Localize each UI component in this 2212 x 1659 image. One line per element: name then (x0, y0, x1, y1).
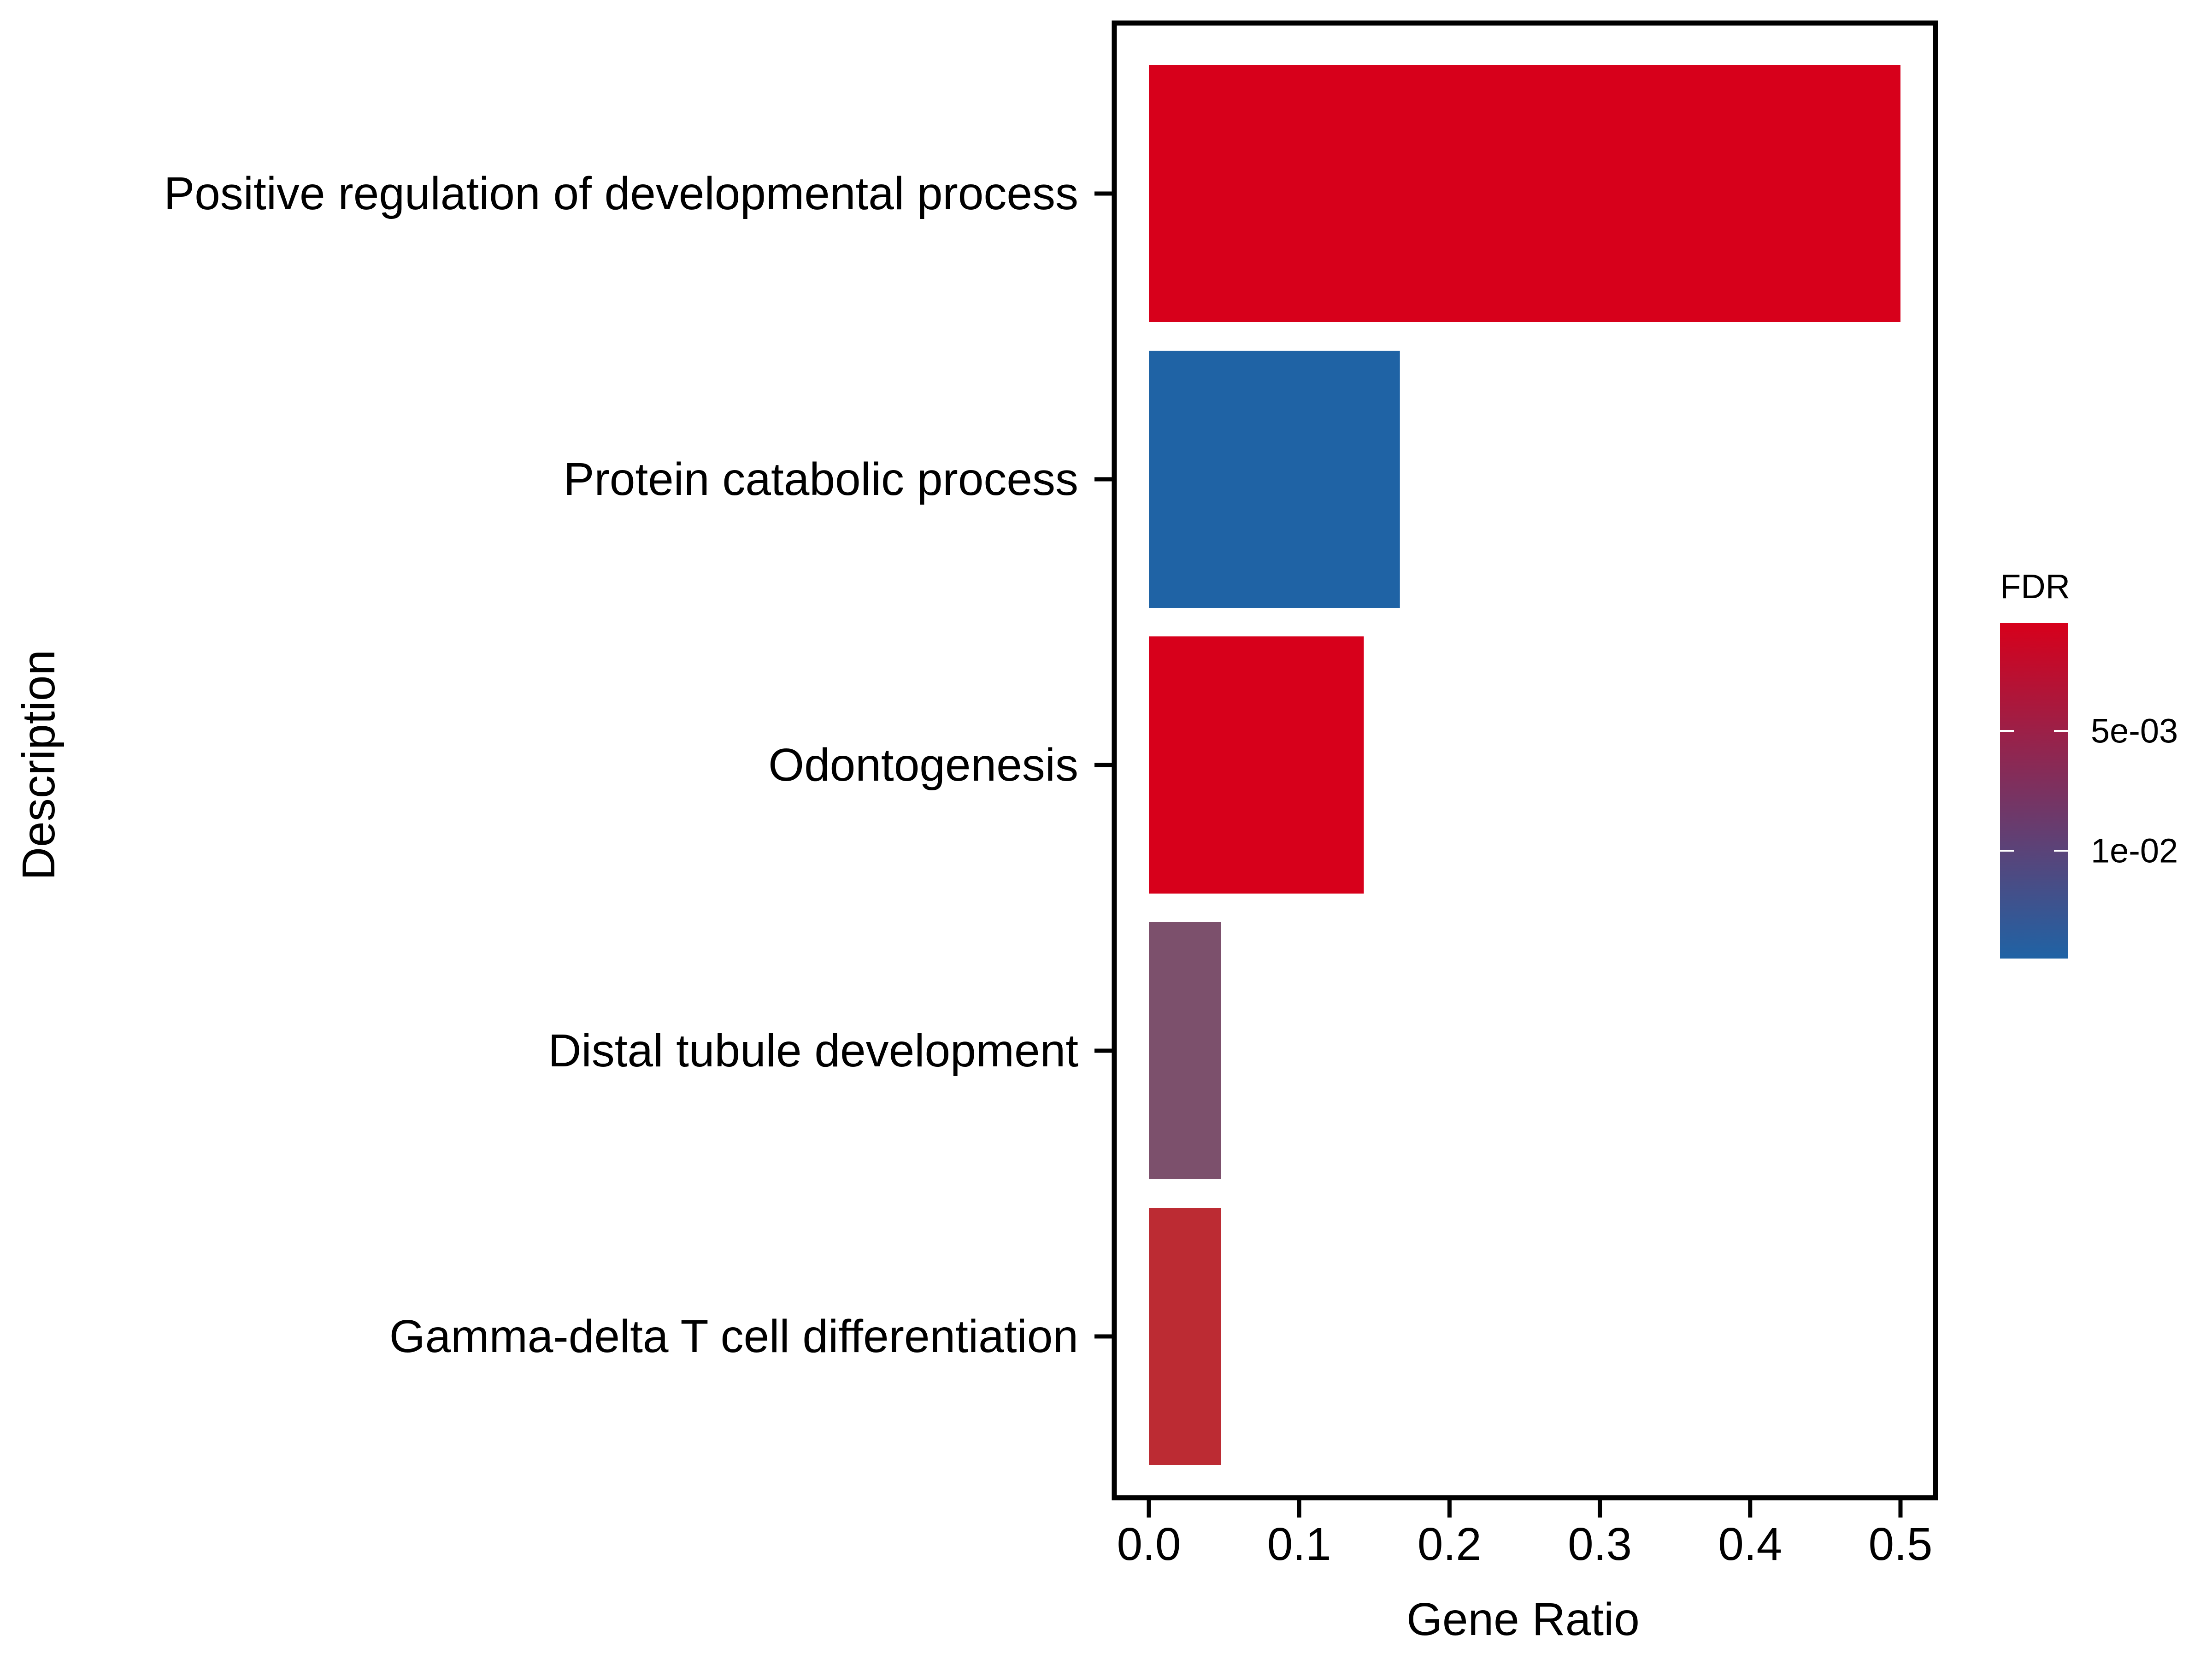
y-tick-label: Odontogenesis (768, 739, 1078, 791)
plot-panel-border (1112, 20, 1938, 1500)
y-tick-label: Distal tubule development (548, 1025, 1078, 1077)
x-tick-label: 0.0 (1117, 1518, 1181, 1570)
legend-colorbar (2000, 623, 2068, 959)
x-tick-label: 0.4 (1718, 1518, 1782, 1570)
x-axis: 0.0 0.1 0.2 0.3 0.4 0.5 (1117, 1500, 1933, 1570)
x-tick-label: 0.2 (1418, 1518, 1482, 1570)
legend-ticks: 5e-03 1e-02 (2000, 712, 2178, 870)
y-axis: Positive regulation of developmental pro… (164, 168, 1112, 1362)
bar (1149, 636, 1364, 894)
bar (1149, 922, 1221, 1179)
x-tick-label: 0.3 (1568, 1518, 1632, 1570)
fdr-legend: FDR 5e-03 1e-02 (2000, 567, 2178, 959)
x-tick-label: 0.5 (1868, 1518, 1932, 1570)
legend-title: FDR (2000, 567, 2070, 606)
y-tick-label: Positive regulation of developmental pro… (164, 168, 1078, 219)
bar (1149, 1208, 1221, 1465)
bar (1149, 65, 1900, 322)
y-tick-label: Protein catabolic process (564, 453, 1078, 505)
x-tick-label: 0.1 (1267, 1518, 1331, 1570)
legend-tick-label: 5e-03 (2091, 712, 2178, 750)
y-axis-title: Description (13, 650, 65, 880)
y-tick-label: Gamma-delta T cell differentiation (389, 1311, 1078, 1362)
bar (1149, 351, 1400, 608)
bars-group (1149, 65, 1900, 1465)
x-axis-title: Gene Ratio (1406, 1594, 1640, 1645)
legend-tick-label: 1e-02 (2091, 832, 2178, 870)
